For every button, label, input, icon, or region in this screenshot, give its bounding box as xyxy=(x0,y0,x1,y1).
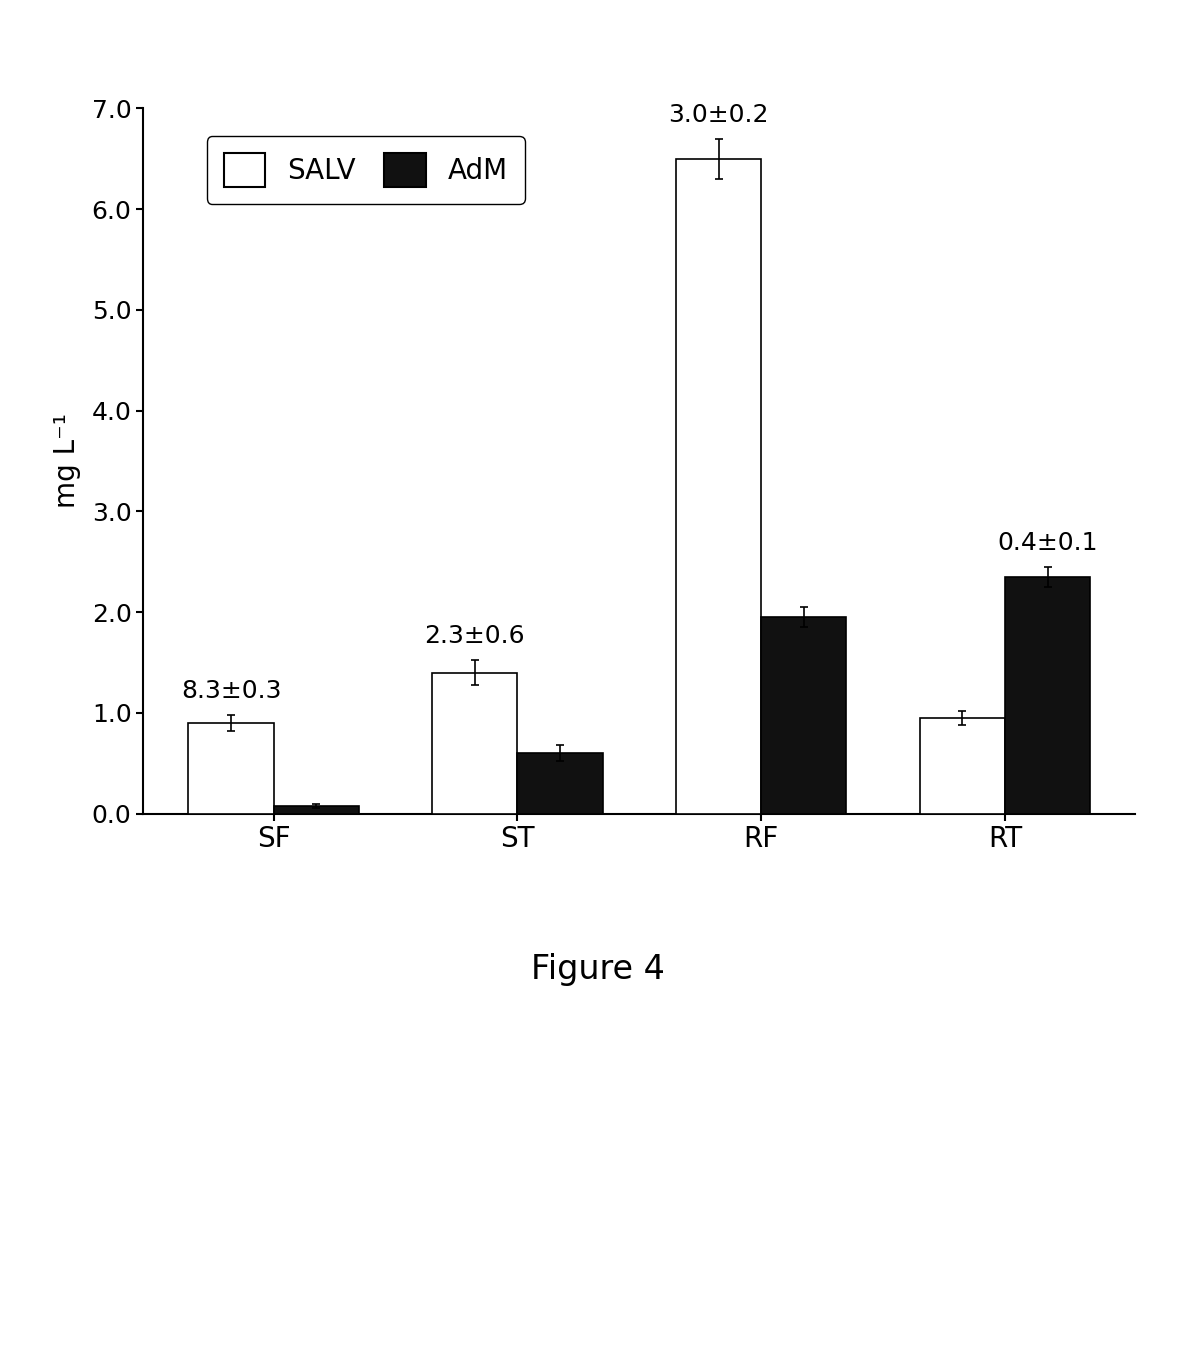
Y-axis label: mg L⁻¹: mg L⁻¹ xyxy=(53,414,80,508)
Bar xyxy=(433,673,517,814)
Text: 8.3±0.3: 8.3±0.3 xyxy=(180,679,281,702)
Bar xyxy=(676,159,761,814)
Bar xyxy=(189,723,274,814)
Bar xyxy=(920,717,1005,814)
Bar xyxy=(274,805,358,814)
Bar xyxy=(517,753,602,814)
Text: 3.0±0.2: 3.0±0.2 xyxy=(668,103,768,126)
Text: 2.3±0.6: 2.3±0.6 xyxy=(424,624,525,648)
Text: Figure 4: Figure 4 xyxy=(531,953,664,986)
Text: 0.4±0.1: 0.4±0.1 xyxy=(998,530,1098,555)
Bar xyxy=(761,617,846,814)
Bar xyxy=(1005,576,1090,814)
Legend: SALV, AdM: SALV, AdM xyxy=(207,137,525,203)
